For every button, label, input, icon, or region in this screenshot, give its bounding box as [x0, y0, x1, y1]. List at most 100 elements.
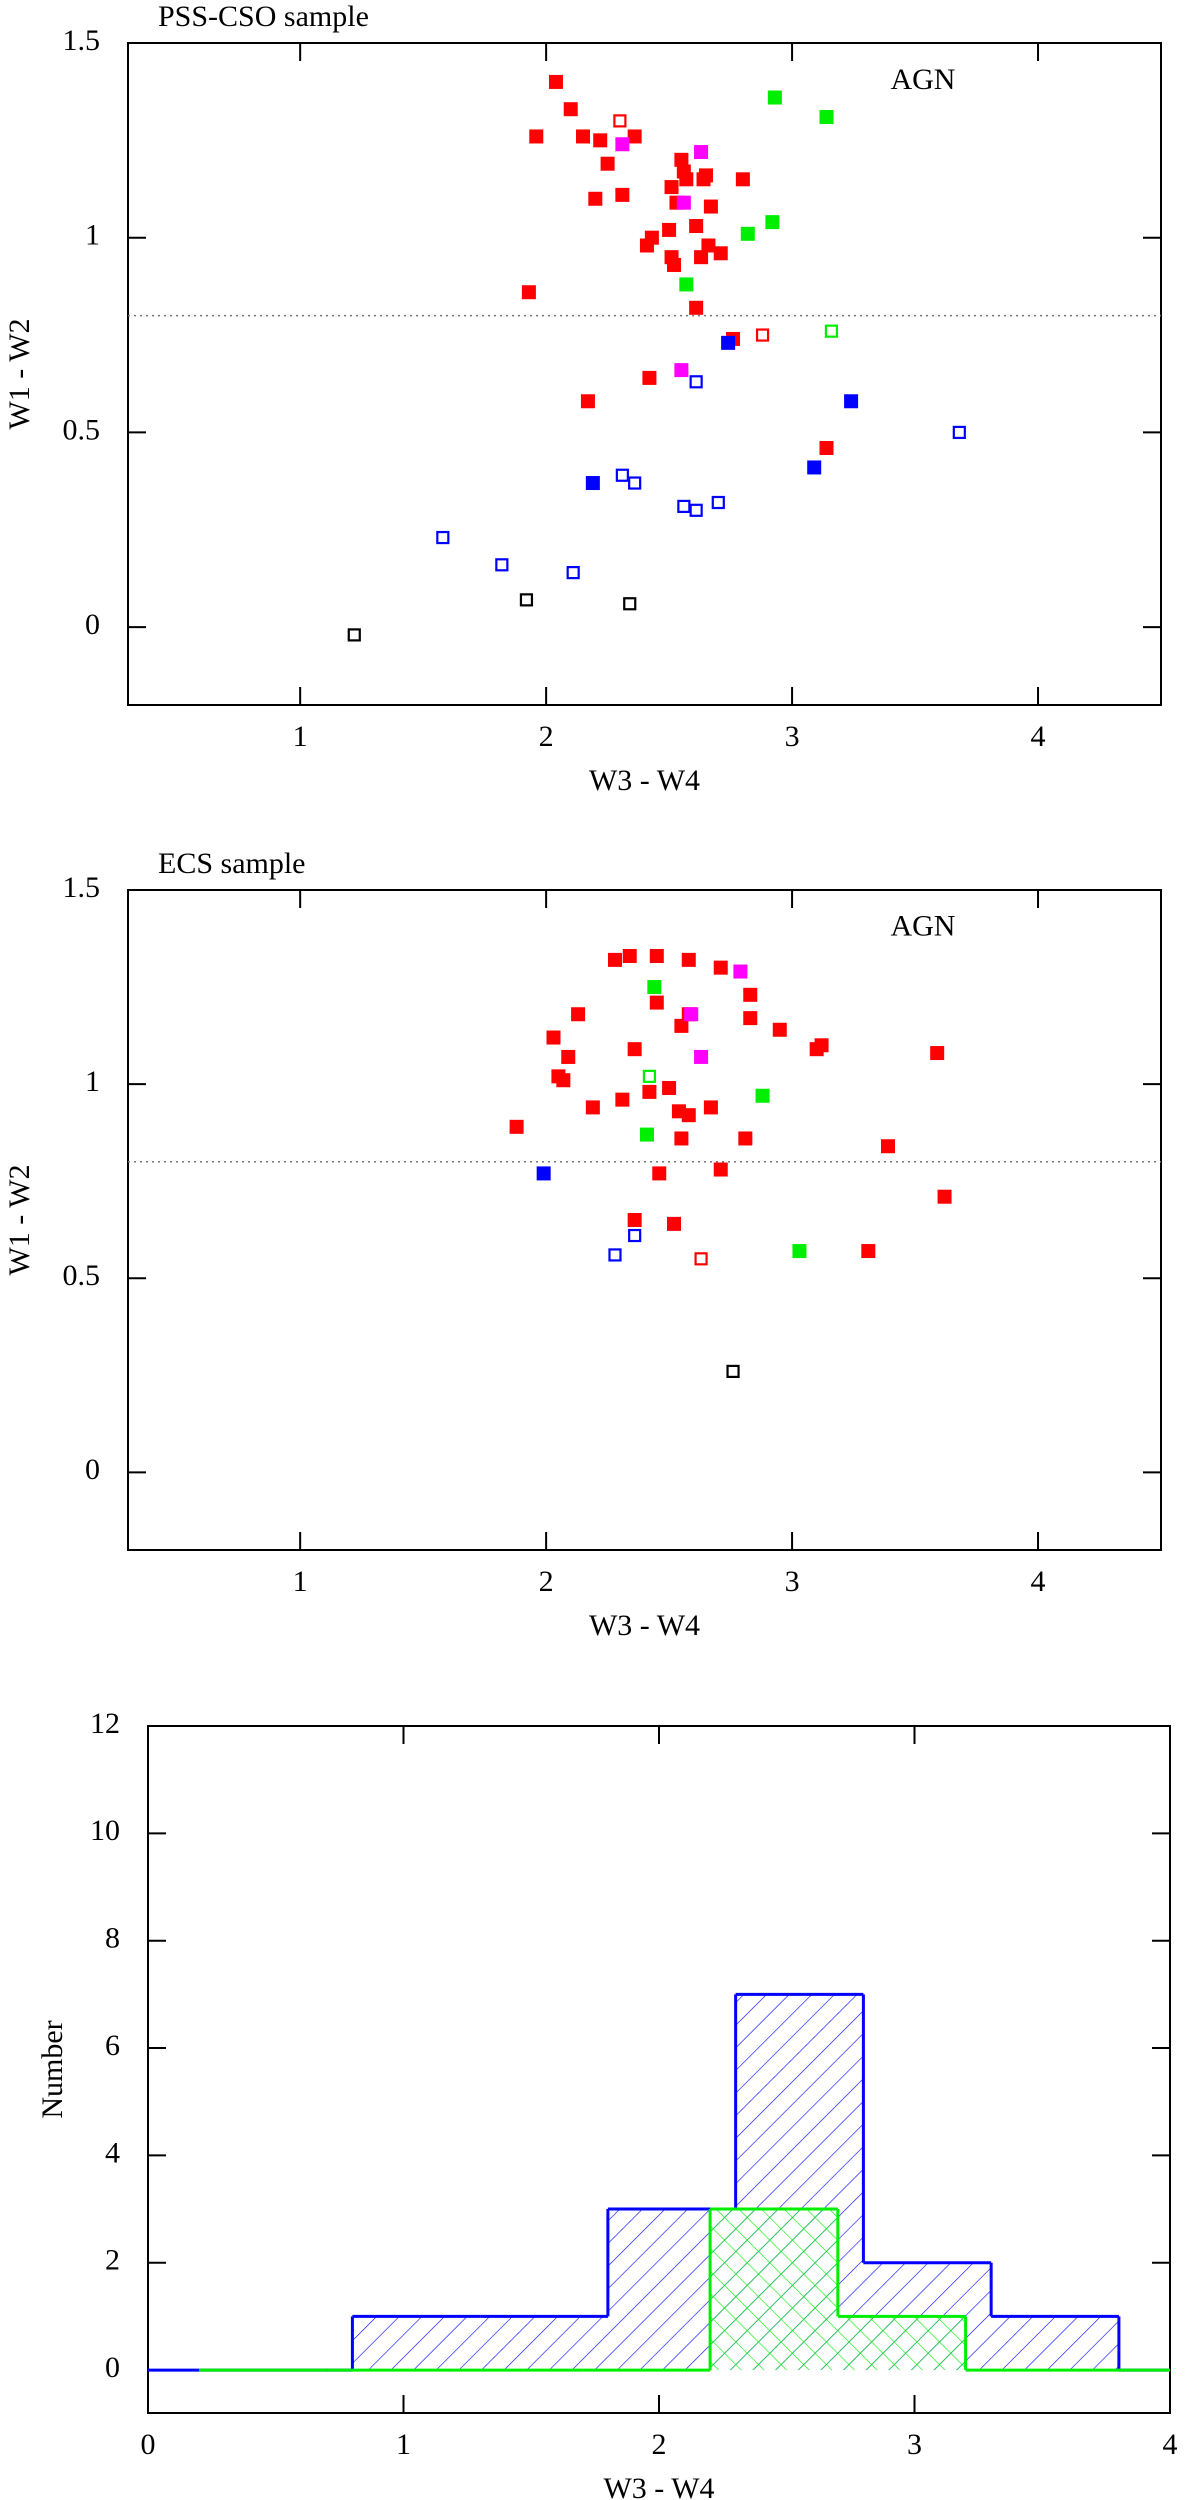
marker: [738, 1131, 753, 1146]
y-axis-label: W1 - W2: [3, 318, 36, 429]
marker: [529, 129, 544, 144]
marker: [556, 1073, 571, 1088]
marker: [689, 375, 703, 389]
marker: [689, 219, 704, 234]
marker: [649, 949, 664, 963]
annotation: AGN: [890, 910, 955, 943]
y-tick-label: 1.5: [63, 24, 101, 57]
marker: [713, 960, 728, 975]
marker: [642, 1069, 657, 1083]
marker: [667, 1216, 682, 1231]
marker: [676, 195, 691, 210]
histogram-bar: [480, 2316, 608, 2371]
marker: [689, 503, 703, 517]
marker: [674, 1018, 689, 1033]
marker: [755, 328, 770, 342]
marker: [639, 238, 654, 253]
marker: [689, 300, 704, 315]
marker: [844, 394, 859, 409]
marker: [701, 238, 716, 253]
marker: [615, 137, 630, 152]
marker: [681, 1108, 696, 1123]
marker: [681, 952, 696, 967]
marker: [721, 335, 736, 350]
marker: [743, 987, 758, 1002]
marker: [674, 1131, 689, 1146]
marker: [809, 1042, 824, 1057]
marker: [436, 530, 450, 545]
marker: [664, 180, 679, 195]
marker: [861, 1244, 876, 1259]
marker: [767, 90, 782, 105]
marker: [593, 133, 608, 148]
marker: [674, 152, 689, 167]
x-tick-label: 1: [293, 720, 308, 753]
y-tick-label: 0.5: [63, 413, 101, 446]
marker: [536, 1166, 551, 1181]
marker: [819, 440, 834, 455]
x-tick-label: 3: [785, 720, 800, 753]
marker: [772, 1022, 787, 1037]
marker: [627, 129, 642, 144]
marker: [509, 1119, 524, 1134]
chart-title: ECS sample: [158, 847, 306, 880]
marker: [740, 226, 755, 241]
histogram-bar: [710, 2209, 838, 2371]
marker: [639, 1127, 654, 1142]
plot-frame: [127, 889, 1162, 1551]
marker: [667, 257, 682, 272]
marker: [930, 1046, 945, 1061]
x-tick-label: 4: [1163, 2428, 1178, 2461]
marker: [807, 460, 822, 475]
marker: [347, 628, 361, 642]
marker: [713, 246, 728, 261]
marker: [615, 1092, 630, 1107]
y-tick-label: 2: [105, 2244, 120, 2277]
marker: [711, 495, 725, 510]
marker: [694, 145, 709, 160]
marker: [561, 1049, 576, 1064]
marker: [519, 593, 534, 607]
y-tick-label: 10: [90, 1814, 120, 1847]
marker: [627, 1213, 642, 1227]
x-axis-label: W3 - W4: [589, 1609, 700, 1642]
histogram-layer: [148, 1992, 1170, 2372]
marker: [623, 597, 637, 611]
marker: [627, 1042, 642, 1057]
marker: [566, 565, 580, 580]
y-tick-label: 1: [85, 219, 100, 252]
marker: [937, 1189, 952, 1204]
x-tick-label: 3: [907, 2428, 922, 2461]
marker: [647, 980, 662, 995]
y-tick-label: 0: [105, 2351, 120, 2384]
marker: [608, 1248, 622, 1262]
x-tick-label: 1: [396, 2428, 411, 2461]
marker: [755, 1088, 770, 1103]
marker: [703, 199, 718, 214]
marker: [571, 1007, 586, 1022]
x-tick-label: 2: [539, 720, 554, 753]
marker: [576, 129, 591, 144]
histogram-bar: [991, 2316, 1119, 2371]
x-axis-label: W3 - W4: [603, 2472, 714, 2500]
y-tick-label: 0: [85, 608, 100, 641]
marker: [649, 995, 664, 1010]
marker: [585, 476, 600, 491]
marker: [735, 172, 750, 187]
marker: [684, 1007, 699, 1022]
marker: [613, 114, 627, 128]
marker: [585, 1100, 600, 1115]
marker: [628, 1228, 642, 1243]
histogram-bar: [837, 2316, 966, 2371]
marker: [819, 109, 834, 124]
marker: [743, 1011, 758, 1026]
marker: [694, 1049, 709, 1064]
marker: [607, 952, 622, 967]
marker: [546, 1030, 561, 1045]
marker: [588, 191, 603, 206]
x-tick-label: 4: [1031, 720, 1046, 753]
marker: [642, 370, 657, 385]
y-tick-label: 1.5: [63, 871, 101, 904]
x-tick-label: 4: [1031, 1565, 1046, 1598]
marker: [694, 1252, 708, 1266]
